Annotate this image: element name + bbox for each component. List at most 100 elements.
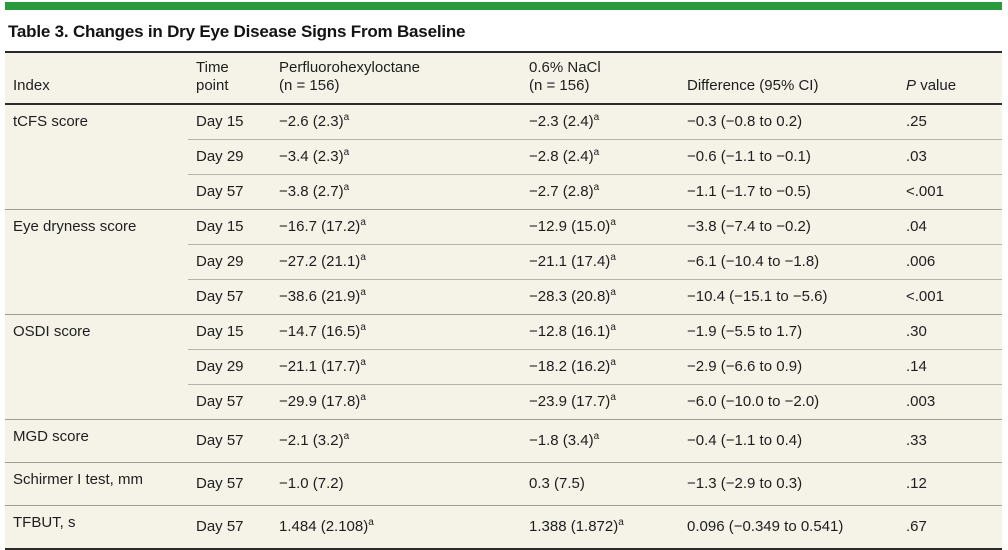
control-value-cell: −28.3 (20.8)a <box>521 278 679 315</box>
time-point-cell: Day 57 <box>188 173 271 210</box>
header-p-italic: P <box>906 77 917 95</box>
footnote-marker: a <box>360 252 366 264</box>
drug-value-cell: −3.4 (2.3)a <box>271 138 521 175</box>
footnote-marker: a <box>368 517 374 529</box>
difference-cell: 0.096 (−0.349 to 0.541) <box>679 504 898 549</box>
table-row: TFBUT, s Day 57 1.484 (2.108)a 1.388 (1.… <box>5 504 1002 549</box>
footnote-marker: a <box>360 217 366 229</box>
control-value-cell: −2.7 (2.8)a <box>521 173 679 210</box>
drug-value-cell: −21.1 (17.7)a <box>271 348 521 385</box>
footnote-marker: a <box>343 182 350 194</box>
control-value: −2.8 (2.4) <box>529 148 594 166</box>
table-row: Schirmer I test, mm Day 57 −1.0 (7.2) 0.… <box>5 461 1002 506</box>
drug-value-cell: −3.8 (2.7)a <box>271 173 521 210</box>
difference-cell: −10.4 (−15.1 to −5.6) <box>679 278 898 315</box>
table-title: Table 3. Changes in Dry Eye Disease Sign… <box>8 22 466 41</box>
drug-value-cell: −29.9 (17.8)a <box>271 383 521 420</box>
p-value-cell: .04 <box>898 208 1002 245</box>
control-value: −23.9 (17.7) <box>529 393 611 411</box>
drug-value-cell: −16.7 (17.2)a <box>271 208 521 245</box>
table-row: OSDI score Day 15 −14.7 (16.5)a −12.8 (1… <box>5 313 1002 420</box>
control-value: −1.8 (3.4) <box>529 432 594 450</box>
header-index-label: Index <box>13 77 50 95</box>
drug-value: −29.9 (17.8) <box>279 393 361 411</box>
control-value: −12.9 (15.0) <box>529 218 611 236</box>
control-value: −28.3 (20.8) <box>529 288 611 306</box>
table-row: Day 29 −21.1 (17.7)a −18.2 (16.2)a −2.9 … <box>5 348 1002 385</box>
time-point-cell: Day 29 <box>188 243 271 280</box>
p-value-cell: .03 <box>898 138 1002 175</box>
index-cell: TFBUT, s <box>5 504 188 549</box>
column-header-time-point: Time point <box>188 52 271 105</box>
header-pfho-line1: Perfluorohexyloctane <box>279 59 420 76</box>
table-row: Day 57 −38.6 (21.9)a −28.3 (20.8)a −10.4… <box>5 278 1002 315</box>
header-time-line2: point <box>196 77 229 95</box>
p-value-cell: <.001 <box>898 173 1002 210</box>
control-value: −12.8 (16.1) <box>529 323 611 341</box>
dry-eye-signs-table: Index Time point Perfluorohexyloctane (n =… <box>5 51 1002 550</box>
drug-value-cell: −27.2 (21.1)a <box>271 243 521 280</box>
footnote-marker: a <box>593 182 600 194</box>
footnote-marker: a <box>610 217 616 229</box>
footnote-marker: a <box>343 147 350 159</box>
table-row: Day 29 −27.2 (21.1)a −21.1 (17.4) a −6.1 … <box>5 243 1002 280</box>
footnote-marker: a <box>593 147 600 159</box>
p-value-cell: .30 <box>898 313 1002 350</box>
time-point-cell: Day 15 <box>188 313 271 350</box>
p-value-cell: .003 <box>898 383 1002 420</box>
index-cell: MGD score <box>5 418 188 463</box>
index-cell: OSDI score <box>5 313 188 420</box>
footnote-marker: a <box>593 112 600 124</box>
header-p-rest: value <box>920 77 957 95</box>
time-point-cell: Day 57 <box>188 418 271 463</box>
header-nacl-line2: (n = 156) <box>529 77 590 95</box>
control-value: 0.3 (7.5) <box>529 475 585 493</box>
accent-bar <box>5 2 1002 10</box>
footnote-marker: a <box>610 322 616 334</box>
drug-value: −27.2 (21.1) <box>279 253 361 271</box>
p-value-cell: .12 <box>898 461 1002 506</box>
control-value-cell: −23.9 (17.7)a <box>521 383 679 420</box>
difference-cell: −0.4 (−1.1 to 0.4) <box>679 418 898 463</box>
difference-cell: −1.1 (−1.7 to −0.5) <box>679 173 898 210</box>
drug-value: −38.6 (21.9) <box>279 288 361 306</box>
time-point-cell: Day 57 <box>188 504 271 549</box>
drug-value: −1.0 (7.2) <box>279 475 344 493</box>
footnote-marker: a <box>610 287 616 299</box>
index-cell: Schirmer I test, mm <box>5 461 188 506</box>
footnote-marker: a <box>618 517 624 529</box>
header-nacl-line1: 0.6% NaCl <box>529 59 601 76</box>
control-value-cell: −1.8 (3.4)a <box>521 418 679 463</box>
footnote-marker: a <box>343 431 350 443</box>
column-header-perfluorohexyloctane: Perfluorohexyloctane (n = 156) <box>271 52 521 105</box>
drug-value: −16.7 (17.2) <box>279 218 361 236</box>
control-value-cell: −12.8 (16.1)a <box>521 313 679 350</box>
difference-cell: −0.3 (−0.8 to 0.2) <box>687 113 803 131</box>
drug-value-cell: −2.1 (3.2)a <box>271 418 521 463</box>
footnote-marker: a <box>360 322 366 334</box>
control-value: −21.1 (17.4) <box>529 253 611 271</box>
time-point-cell: Day 29 <box>188 348 271 385</box>
time-point-cell: Day 57 <box>188 461 271 506</box>
drug-value: −3.4 (2.3) <box>279 148 344 166</box>
p-value-cell: .33 <box>898 418 1002 463</box>
drug-value-cell: −14.7 (16.5)a <box>271 313 521 350</box>
time-point-cell: Day 15 <box>196 113 244 131</box>
column-header-difference: Difference (95% CI) <box>679 52 898 105</box>
footnote-marker: a <box>360 392 366 404</box>
footnote-marker: a <box>360 287 366 299</box>
header-pfho-line2: (n = 156) <box>279 77 340 95</box>
drug-value: −2.6 (2.3) <box>279 113 344 131</box>
drug-value: 1.484 (2.108) <box>279 518 369 536</box>
drug-value-cell: −2.6 (2.3)a <box>271 104 521 140</box>
column-header-p-value: P value <box>898 52 1002 105</box>
difference-cell: −0.6 (−1.1 to −0.1) <box>679 138 898 175</box>
p-value-cell: .25 <box>906 113 927 131</box>
table-row: tCFS score Day 15 −2.6 (2.3)a −2.3 (2.4)… <box>5 104 1002 140</box>
control-value-cell: 0.3 (7.5) <box>521 461 679 506</box>
table-row: Day 57 −29.9 (17.8)a −23.9 (17.7)a −6.0 … <box>5 383 1002 420</box>
p-value-cell: .67 <box>898 504 1002 549</box>
difference-cell: −1.3 (−2.9 to 0.3) <box>679 461 898 506</box>
difference-cell: −6.1 (−10.4 to −1.8) <box>679 243 898 280</box>
footnote-marker: a <box>343 112 350 124</box>
